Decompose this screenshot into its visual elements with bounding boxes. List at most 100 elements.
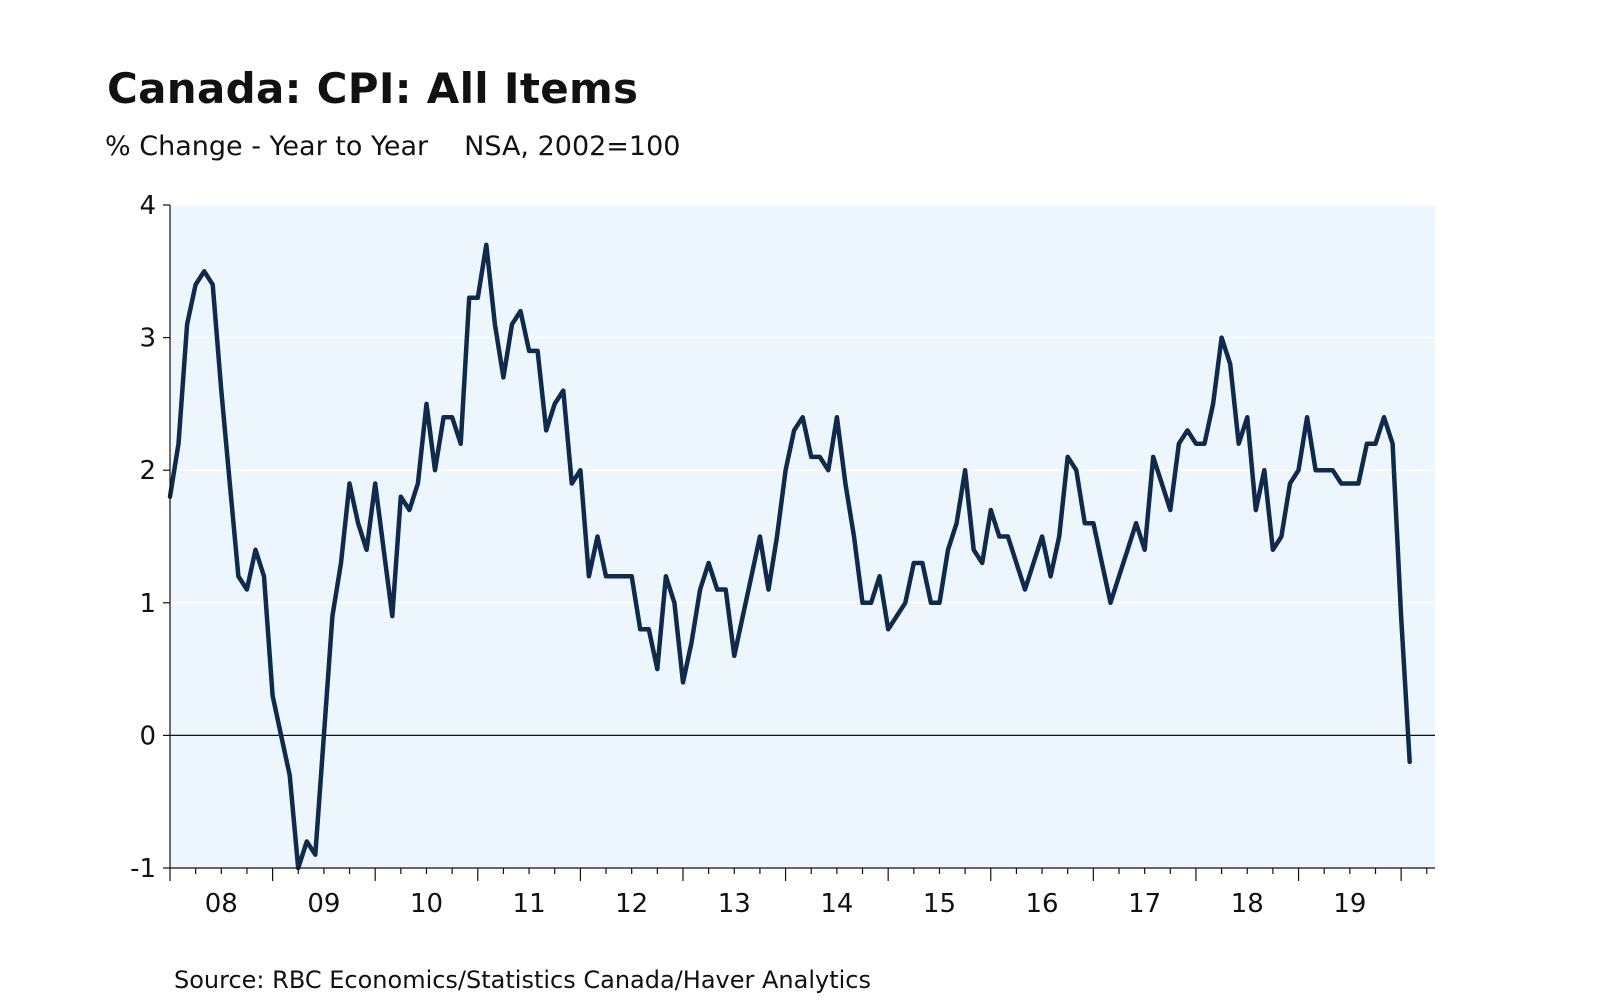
data-point bbox=[1332, 470, 1333, 471]
x-tick-label: 11 bbox=[513, 889, 546, 919]
data-point bbox=[717, 589, 718, 590]
data-point bbox=[187, 324, 188, 325]
source-note: Source: RBC Economics/Statistics Canada/… bbox=[174, 966, 871, 994]
data-point bbox=[965, 470, 966, 471]
data-point bbox=[1324, 470, 1325, 471]
data-point bbox=[845, 483, 846, 484]
data-point bbox=[494, 324, 495, 325]
data-point bbox=[862, 602, 863, 603]
data-point bbox=[1084, 523, 1085, 524]
data-point bbox=[623, 576, 624, 577]
data-point bbox=[366, 549, 367, 550]
data-point bbox=[1007, 536, 1008, 537]
data-point bbox=[264, 576, 265, 577]
data-point bbox=[1127, 549, 1128, 550]
data-point bbox=[1298, 470, 1299, 471]
data-point bbox=[1401, 616, 1402, 617]
y-tick-label: 1 bbox=[139, 589, 156, 619]
data-point bbox=[1119, 576, 1120, 577]
data-point bbox=[1255, 510, 1256, 511]
x-tick-label: 16 bbox=[1026, 889, 1059, 919]
x-tick-label: 15 bbox=[923, 889, 956, 919]
data-point bbox=[854, 536, 855, 537]
data-point bbox=[443, 417, 444, 418]
data-point bbox=[486, 244, 487, 245]
data-point bbox=[614, 576, 615, 577]
data-point bbox=[1358, 483, 1359, 484]
chart-subtitle: % Change - Year to Year NSA, 2002=100 bbox=[105, 131, 680, 162]
y-tick-label: 2 bbox=[139, 456, 156, 486]
data-point bbox=[802, 417, 803, 418]
data-point bbox=[734, 655, 735, 656]
data-point bbox=[306, 841, 307, 842]
data-point bbox=[871, 602, 872, 603]
data-point bbox=[1187, 430, 1188, 431]
data-point bbox=[204, 271, 205, 272]
data-point bbox=[212, 284, 213, 285]
data-point bbox=[512, 324, 513, 325]
data-point bbox=[1230, 364, 1231, 365]
data-point bbox=[195, 284, 196, 285]
data-point bbox=[1264, 470, 1265, 471]
data-point bbox=[1067, 456, 1068, 457]
data-point bbox=[1204, 443, 1205, 444]
data-point bbox=[1307, 417, 1308, 418]
data-point bbox=[435, 470, 436, 471]
data-point bbox=[1272, 549, 1273, 550]
data-point bbox=[1375, 443, 1376, 444]
data-point bbox=[460, 443, 461, 444]
data-point bbox=[683, 682, 684, 683]
data-point bbox=[811, 456, 812, 457]
data-point bbox=[426, 403, 427, 404]
data-point bbox=[768, 589, 769, 590]
data-point bbox=[520, 311, 521, 312]
data-point bbox=[1392, 443, 1393, 444]
data-point bbox=[1349, 483, 1350, 484]
data-point bbox=[631, 576, 632, 577]
data-point bbox=[640, 629, 641, 630]
data-point bbox=[888, 629, 889, 630]
y-tick-label: 4 bbox=[139, 191, 156, 221]
data-point bbox=[708, 563, 709, 564]
data-point bbox=[409, 510, 410, 511]
data-point bbox=[289, 775, 290, 776]
data-point bbox=[537, 350, 538, 351]
data-point bbox=[913, 563, 914, 564]
data-point bbox=[1144, 549, 1145, 550]
data-point bbox=[221, 390, 222, 391]
data-point bbox=[999, 536, 1000, 537]
data-point bbox=[777, 536, 778, 537]
x-tick-label: 08 bbox=[205, 889, 238, 919]
data-point bbox=[1076, 470, 1077, 471]
subtitle-measure: % Change - Year to Year bbox=[105, 131, 429, 162]
data-point bbox=[1016, 563, 1017, 564]
data-point bbox=[272, 695, 273, 696]
data-point bbox=[554, 403, 555, 404]
data-point bbox=[1290, 483, 1291, 484]
data-point bbox=[529, 350, 530, 351]
series-line-0 bbox=[167, 242, 1412, 871]
data-point bbox=[597, 536, 598, 537]
data-point bbox=[1409, 761, 1410, 762]
data-point bbox=[383, 549, 384, 550]
data-point bbox=[375, 483, 376, 484]
data-point bbox=[1059, 536, 1060, 537]
data-point bbox=[939, 602, 940, 603]
data-point bbox=[1281, 536, 1282, 537]
data-point bbox=[323, 735, 324, 736]
x-tick-label: 12 bbox=[615, 889, 648, 919]
data-point bbox=[246, 589, 247, 590]
data-point bbox=[469, 297, 470, 298]
data-point bbox=[1136, 523, 1137, 524]
data-point bbox=[742, 616, 743, 617]
data-point bbox=[1341, 483, 1342, 484]
data-point bbox=[229, 483, 230, 484]
data-point bbox=[836, 417, 837, 418]
data-point bbox=[392, 616, 393, 617]
x-axis-labels: 08 09 10 11 12 13 14 15 16 17 18 19 bbox=[205, 889, 1367, 919]
data-point bbox=[794, 430, 795, 431]
data-point bbox=[563, 390, 564, 391]
data-point bbox=[281, 735, 282, 736]
data-point bbox=[751, 576, 752, 577]
